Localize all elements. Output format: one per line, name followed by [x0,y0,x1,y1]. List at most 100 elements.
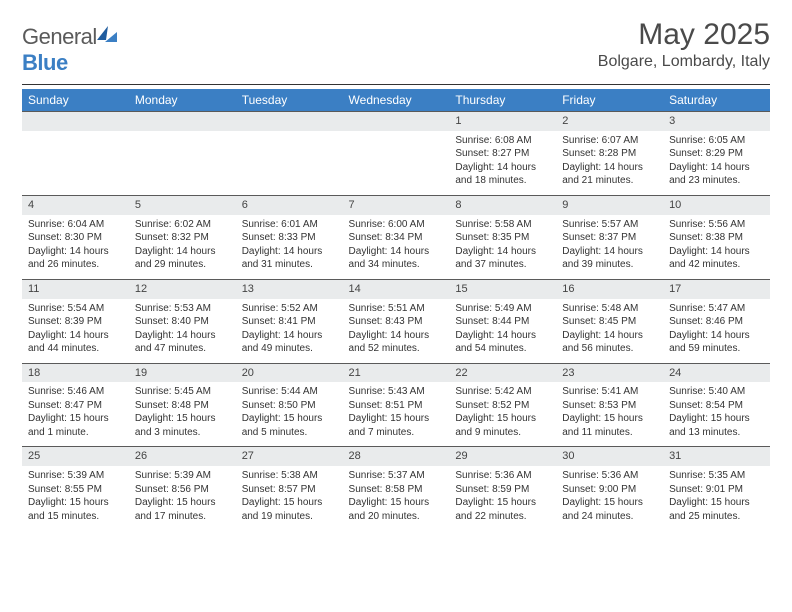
sunset-text: Sunset: 8:47 PM [28,399,123,413]
day-number-cell: 27 [236,447,343,466]
day-number-cell: 6 [236,195,343,214]
day-info-cell: Sunrise: 5:38 AMSunset: 8:57 PMDaylight:… [236,466,343,530]
day-number-row: 18192021222324 [22,363,770,382]
day-info-cell: Sunrise: 5:56 AMSunset: 8:38 PMDaylight:… [663,215,770,280]
sunset-text: Sunset: 8:54 PM [669,399,764,413]
sunset-text: Sunset: 8:40 PM [135,315,230,329]
daylight-text-line1: Daylight: 14 hours [349,329,444,343]
sunset-text: Sunset: 8:37 PM [562,231,657,245]
weekday-header: Sunday [22,89,129,112]
day-info-cell: Sunrise: 6:08 AMSunset: 8:27 PMDaylight:… [449,131,556,196]
day-number-cell: 22 [449,363,556,382]
sunrise-text: Sunrise: 5:51 AM [349,302,444,316]
daylight-text-line1: Daylight: 14 hours [669,245,764,259]
sunset-text: Sunset: 8:39 PM [28,315,123,329]
day-info-cell: Sunrise: 5:40 AMSunset: 8:54 PMDaylight:… [663,382,770,447]
location: Bolgare, Lombardy, Italy [598,53,770,71]
daylight-text-line2: and 7 minutes. [349,426,444,440]
sunset-text: Sunset: 8:52 PM [455,399,550,413]
sunrise-text: Sunrise: 5:46 AM [28,385,123,399]
sunrise-text: Sunrise: 5:36 AM [455,469,550,483]
daylight-text-line2: and 56 minutes. [562,342,657,356]
day-info-cell [236,131,343,196]
day-number-cell: 17 [663,279,770,298]
day-info-cell: Sunrise: 5:53 AMSunset: 8:40 PMDaylight:… [129,299,236,364]
day-info-cell: Sunrise: 5:39 AMSunset: 8:56 PMDaylight:… [129,466,236,530]
daylight-text-line1: Daylight: 15 hours [562,412,657,426]
sunset-text: Sunset: 8:59 PM [455,483,550,497]
daylight-text-line2: and 24 minutes. [562,510,657,524]
daylight-text-line2: and 25 minutes. [669,510,764,524]
daylight-text-line2: and 47 minutes. [135,342,230,356]
day-info-cell [22,131,129,196]
day-number-cell: 29 [449,447,556,466]
daylight-text-line1: Daylight: 14 hours [455,161,550,175]
daylight-text-line1: Daylight: 14 hours [28,245,123,259]
sunset-text: Sunset: 8:35 PM [455,231,550,245]
sunrise-text: Sunrise: 5:40 AM [669,385,764,399]
daylight-text-line2: and 26 minutes. [28,258,123,272]
daylight-text-line1: Daylight: 15 hours [28,496,123,510]
daylight-text-line1: Daylight: 14 hours [242,329,337,343]
sunset-text: Sunset: 8:50 PM [242,399,337,413]
day-number-cell: 7 [343,195,450,214]
day-info-cell: Sunrise: 6:04 AMSunset: 8:30 PMDaylight:… [22,215,129,280]
day-number-row: 25262728293031 [22,447,770,466]
weekday-header: Thursday [449,89,556,112]
day-info-cell: Sunrise: 5:54 AMSunset: 8:39 PMDaylight:… [22,299,129,364]
day-number-row: 45678910 [22,195,770,214]
sunrise-text: Sunrise: 5:44 AM [242,385,337,399]
calendar-page: General Blue May 2025 Bolgare, Lombardy,… [0,0,792,548]
daylight-text-line1: Daylight: 14 hours [669,329,764,343]
day-number-cell [236,112,343,131]
sunrise-text: Sunrise: 5:38 AM [242,469,337,483]
day-info-cell: Sunrise: 5:44 AMSunset: 8:50 PMDaylight:… [236,382,343,447]
daylight-text-line1: Daylight: 15 hours [455,412,550,426]
daylight-text-line2: and 37 minutes. [455,258,550,272]
sunset-text: Sunset: 8:45 PM [562,315,657,329]
day-number-cell: 4 [22,195,129,214]
daylight-text-line2: and 39 minutes. [562,258,657,272]
sunrise-text: Sunrise: 5:54 AM [28,302,123,316]
day-info-row: Sunrise: 5:54 AMSunset: 8:39 PM Daylight:… [22,299,770,364]
daylight-text-line1: Daylight: 15 hours [242,496,337,510]
sunrise-text: Sunrise: 6:08 AM [455,134,550,148]
daylight-text-line2: and 19 minutes. [242,510,337,524]
daylight-text-line1: Daylight: 14 hours [562,329,657,343]
day-info-cell: Sunrise: 5:39 AMSunset: 8:55 PMDaylight:… [22,466,129,530]
sunrise-text: Sunrise: 5:35 AM [669,469,764,483]
day-info-cell: Sunrise: 6:02 AMSunset: 8:32 PMDaylight:… [129,215,236,280]
daylight-text-line1: Daylight: 14 hours [455,329,550,343]
day-info-cell: Sunrise: 5:49 AMSunset: 8:44 PMDaylight:… [449,299,556,364]
day-info-row: Sunrise: 5:46 AMSunset: 8:47 PM Daylight:… [22,382,770,447]
sunset-text: Sunset: 8:58 PM [349,483,444,497]
day-number-cell [343,112,450,131]
daylight-text-line1: Daylight: 15 hours [349,412,444,426]
day-number-cell: 18 [22,363,129,382]
day-info-cell [343,131,450,196]
day-number-cell: 20 [236,363,343,382]
sunrise-text: Sunrise: 5:45 AM [135,385,230,399]
day-info-cell: Sunrise: 5:47 AMSunset: 8:46 PMDaylight:… [663,299,770,364]
day-number-cell: 26 [129,447,236,466]
sunset-text: Sunset: 8:51 PM [349,399,444,413]
day-info-cell: Sunrise: 5:58 AMSunset: 8:35 PMDaylight:… [449,215,556,280]
sunrise-text: Sunrise: 6:05 AM [669,134,764,148]
daylight-text-line1: Daylight: 14 hours [455,245,550,259]
weekday-header-row: Sunday Monday Tuesday Wednesday Thursday… [22,89,770,112]
daylight-text-line2: and 23 minutes. [669,174,764,188]
sunset-text: Sunset: 8:44 PM [455,315,550,329]
sunrise-text: Sunrise: 5:36 AM [562,469,657,483]
sunrise-text: Sunrise: 5:39 AM [28,469,123,483]
day-info-row: Sunrise: 6:04 AMSunset: 8:30 PMDaylight:… [22,215,770,280]
day-number-cell: 1 [449,112,556,131]
day-info-cell: Sunrise: 6:05 AMSunset: 8:29 PMDaylight:… [663,131,770,196]
sunset-text: Sunset: 8:55 PM [28,483,123,497]
daylight-text-line2: and 44 minutes. [28,342,123,356]
sunrise-text: Sunrise: 5:47 AM [669,302,764,316]
sunset-text: Sunset: 8:29 PM [669,147,764,161]
day-number-cell [129,112,236,131]
sunrise-text: Sunrise: 5:41 AM [562,385,657,399]
sunrise-text: Sunrise: 6:02 AM [135,218,230,232]
day-info-cell: Sunrise: 6:00 AMSunset: 8:34 PMDaylight:… [343,215,450,280]
